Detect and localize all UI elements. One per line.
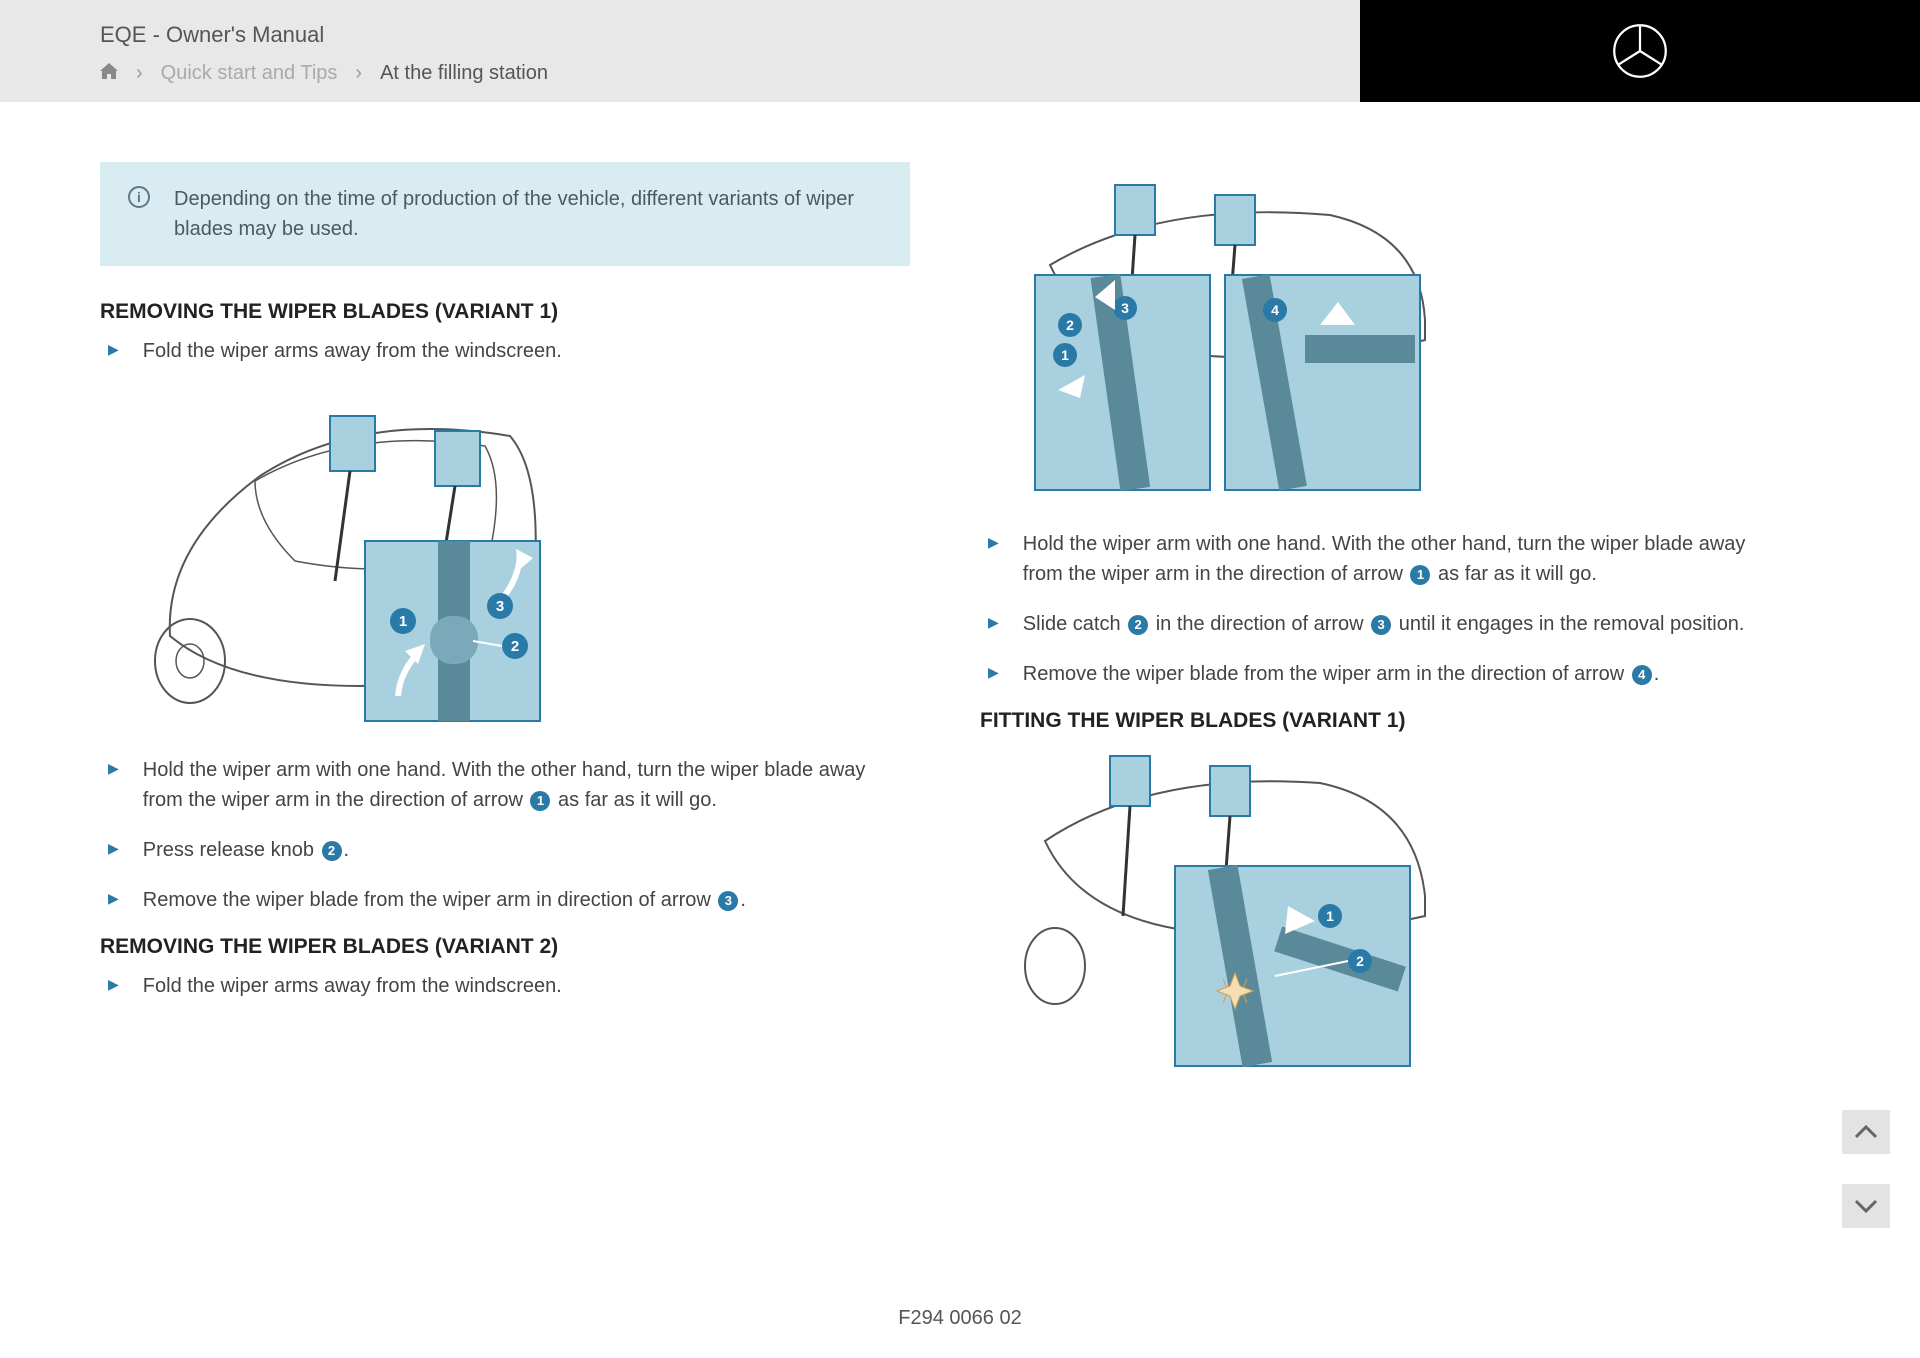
svg-text:3: 3 [496,598,504,615]
step-item: ▶ Fold the wiper arms away from the wind… [100,971,910,1001]
step-text: Hold the wiper arm with one hand. With t… [1023,529,1790,589]
page-content: i Depending on the time of production of… [0,102,1920,1100]
diagram-variant2-remove: 1 2 3 4 [1020,180,1790,505]
step-arrow-icon: ▶ [108,890,119,907]
breadcrumb-item-2[interactable]: At the filling station [380,62,548,85]
step-arrow-icon: ▶ [108,840,119,857]
step-arrow-icon: ▶ [988,614,999,631]
diagram-variant1-fit: 1 2 [1020,751,1790,1076]
step-item: ▶ Remove the wiper blade from the wiper … [100,885,910,915]
diagram-variant1-remove: 1 2 3 [140,386,910,731]
step-item: ▶ Press release knob 2. [100,835,910,865]
svg-text:1: 1 [399,613,407,630]
step-item: ▶ Hold the wiper arm with one hand. With… [980,529,1790,589]
step-arrow-icon: ▶ [108,341,119,358]
footer-code: F294 0066 02 [898,1307,1021,1330]
step-item: ▶ Hold the wiper arm with one hand. With… [100,755,910,815]
breadcrumb: › Quick start and Tips › At the filling … [100,62,1360,85]
step-text: Remove the wiper blade from the wiper ar… [1023,659,1660,689]
mercedes-logo-icon [1612,23,1668,79]
step-item: ▶ Slide catch 2 in the direction of arro… [980,609,1790,639]
info-icon: i [128,186,150,208]
svg-text:2: 2 [1356,953,1364,969]
step-item: ▶ Remove the wiper blade from the wiper … [980,659,1790,689]
left-column: i Depending on the time of production of… [100,162,910,1100]
svg-text:1: 1 [1061,347,1069,363]
step-text: Press release knob 2. [143,835,349,865]
header-left: EQE - Owner's Manual › Quick start and T… [0,0,1360,102]
step-arrow-icon: ▶ [108,760,119,777]
right-column: 1 2 3 4 ▶ Hold the wiper arm with one ha… [980,162,1790,1100]
breadcrumb-item-1[interactable]: Quick start and Tips [161,62,338,85]
step-text: Fold the wiper arms away from the windsc… [143,336,562,366]
svg-text:2: 2 [511,638,519,655]
chevron-right-icon: › [136,62,143,85]
step-arrow-icon: ▶ [108,976,119,993]
step-text: Fold the wiper arms away from the windsc… [143,971,562,1001]
section-heading: FITTING THE WIPER BLADES (VARIANT 1) [980,709,1790,733]
scroll-controls [1842,1110,1890,1258]
section-heading: REMOVING THE WIPER BLADES (VARIANT 1) [100,300,910,324]
header-right [1360,0,1920,102]
step-text: Hold the wiper arm with one hand. With t… [143,755,910,815]
svg-text:3: 3 [1121,300,1129,316]
step-arrow-icon: ▶ [988,534,999,551]
step-text: Remove the wiper blade from the wiper ar… [143,885,746,915]
step-item: ▶ Fold the wiper arms away from the wind… [100,336,910,366]
home-icon[interactable] [100,63,118,84]
section-heading: REMOVING THE WIPER BLADES (VARIANT 2) [100,935,910,959]
svg-text:4: 4 [1271,302,1279,318]
chevron-right-icon: › [355,62,362,85]
page-header: EQE - Owner's Manual › Quick start and T… [0,0,1920,102]
step-arrow-icon: ▶ [988,664,999,681]
svg-text:2: 2 [1066,317,1074,333]
scroll-up-button[interactable] [1842,1110,1890,1154]
manual-title: EQE - Owner's Manual [100,22,1360,48]
info-note-box: i Depending on the time of production of… [100,162,910,266]
info-note-text: Depending on the time of production of t… [174,184,882,244]
step-text: Slide catch 2 in the direction of arrow … [1023,609,1745,639]
scroll-down-button[interactable] [1842,1184,1890,1228]
svg-text:1: 1 [1326,908,1334,924]
